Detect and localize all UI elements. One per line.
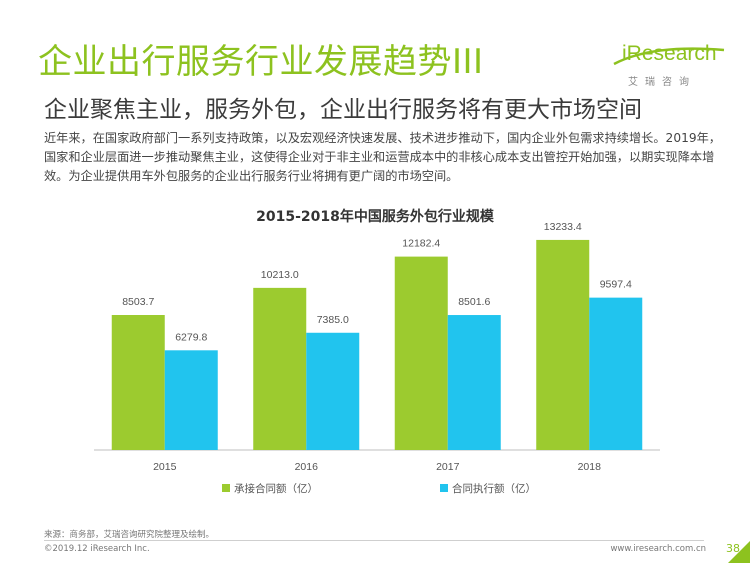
bar-contract-2015 (111, 315, 165, 450)
legend-swatch (440, 484, 448, 492)
legend-swatch (222, 484, 230, 492)
data-label: 10213.0 (261, 269, 299, 281)
footer-divider (44, 540, 704, 541)
corner-decoration (728, 541, 750, 563)
data-label: 9597.4 (600, 279, 632, 291)
data-label: 7385.0 (317, 314, 349, 326)
logo-swoosh-icon (613, 47, 725, 66)
bar-executed-2016 (306, 332, 360, 450)
x-tick-label: 2018 (578, 461, 602, 473)
source-note: 来源：商务部，艾瑞咨询研究院整理及绘制。 (44, 530, 215, 540)
data-label: 8503.7 (122, 296, 154, 308)
iresearch-logo: iResearch 艾瑞咨询 (612, 42, 727, 88)
x-tick-label: 2016 (295, 461, 319, 473)
data-label: 12182.4 (402, 238, 440, 250)
x-tick-label: 2015 (153, 461, 177, 473)
chart-title: 2015-2018年中国服务外包行业规模 (256, 209, 494, 225)
bar-executed-2018 (589, 297, 643, 450)
footer-url: www.iresearch.com.cn (610, 544, 706, 554)
page-subtitle: 企业聚焦主业，服务外包，企业出行服务将有更大市场空间 (44, 97, 642, 123)
logo-wordmark: iResearch (622, 42, 717, 65)
legend-label: 合同执行额（亿） (452, 482, 536, 495)
bar-contract-2018 (536, 239, 590, 450)
copyright-text: ©2019.12 iResearch Inc. (44, 544, 150, 554)
bar-executed-2015 (164, 350, 218, 450)
bar-executed-2017 (447, 315, 501, 450)
bar-chart: 8503.7 6279.8 2015 10213.0 7385.0 2016 12182.4… (94, 221, 660, 495)
intro-paragraph: 近年来，在国家政府部门一系列支持政策，以及宏观经济快速发展、技术进步推动下，国内… (44, 131, 721, 183)
data-label: 8501.6 (458, 296, 490, 308)
legend-label: 承接合同额（亿） (234, 482, 318, 495)
data-label: 6279.8 (175, 331, 207, 343)
data-label: 13233.4 (544, 221, 582, 233)
logo-subtext: 艾瑞咨询 (628, 77, 696, 88)
x-tick-label: 2017 (436, 461, 460, 473)
bar-contract-2017 (394, 256, 448, 450)
bar-contract-2016 (253, 287, 307, 450)
page-title: 企业出行服务行业发展趋势III (38, 42, 484, 82)
